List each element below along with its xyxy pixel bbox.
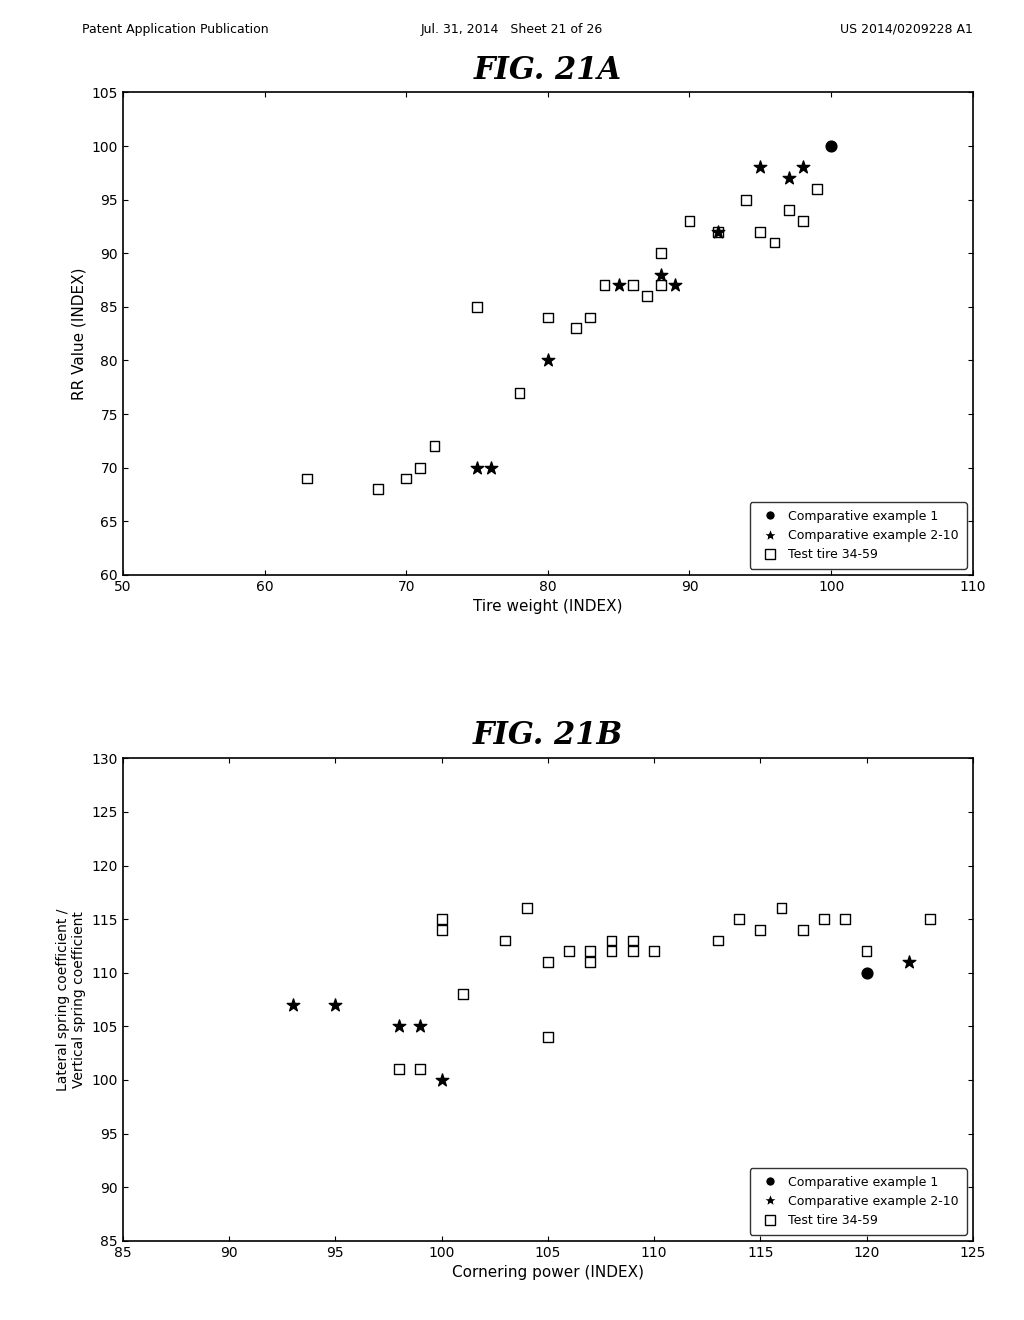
Title: FIG. 21B: FIG. 21B xyxy=(473,721,623,751)
X-axis label: Cornering power (INDEX): Cornering power (INDEX) xyxy=(452,1265,644,1280)
Point xyxy=(653,243,670,264)
Point xyxy=(710,931,726,952)
Point xyxy=(823,136,840,157)
Point xyxy=(667,275,683,296)
Legend: Comparative example 1, Comparative example 2-10, Test tire 34-59: Comparative example 1, Comparative examp… xyxy=(750,502,967,569)
Point xyxy=(816,908,833,929)
Y-axis label: RR Value (INDEX): RR Value (INDEX) xyxy=(71,268,86,400)
Point xyxy=(795,919,811,940)
Point xyxy=(738,189,755,210)
Point xyxy=(752,157,768,178)
Point xyxy=(469,457,485,478)
Point xyxy=(773,898,790,919)
Point xyxy=(596,275,612,296)
Point xyxy=(561,941,578,962)
Point xyxy=(328,994,344,1015)
Point xyxy=(413,1059,429,1080)
Point xyxy=(412,457,428,478)
Point xyxy=(391,1016,408,1038)
Point xyxy=(398,467,415,488)
Point xyxy=(809,178,825,199)
X-axis label: Tire weight (INDEX): Tire weight (INDEX) xyxy=(473,599,623,614)
Point xyxy=(469,296,485,317)
Point xyxy=(625,941,641,962)
Point xyxy=(603,931,620,952)
Point xyxy=(858,962,874,983)
Point xyxy=(370,479,386,500)
Point xyxy=(426,436,442,457)
Point xyxy=(731,908,748,929)
Point xyxy=(299,467,315,488)
Point xyxy=(583,941,599,962)
Point xyxy=(583,952,599,973)
Point xyxy=(413,1016,429,1038)
Point xyxy=(752,222,768,243)
Legend: Comparative example 1, Comparative example 2-10, Test tire 34-59: Comparative example 1, Comparative examp… xyxy=(750,1168,967,1234)
Point xyxy=(923,908,939,929)
Point xyxy=(780,168,797,189)
Text: Patent Application Publication: Patent Application Publication xyxy=(82,22,268,36)
Point xyxy=(710,222,726,243)
Point xyxy=(858,941,874,962)
Point xyxy=(901,952,918,973)
Point xyxy=(540,952,556,973)
Text: Jul. 31, 2014   Sheet 21 of 26: Jul. 31, 2014 Sheet 21 of 26 xyxy=(421,22,603,36)
Point xyxy=(639,285,655,306)
Point xyxy=(603,941,620,962)
Point xyxy=(780,199,797,220)
Point xyxy=(455,983,471,1005)
Point xyxy=(483,457,500,478)
Point xyxy=(625,931,641,952)
Y-axis label: Lateral spring coefficient /
Vertical spring coefficient: Lateral spring coefficient / Vertical sp… xyxy=(55,908,86,1090)
Text: US 2014/0209228 A1: US 2014/0209228 A1 xyxy=(840,22,973,36)
Point xyxy=(795,210,811,231)
Point xyxy=(653,275,670,296)
Title: FIG. 21A: FIG. 21A xyxy=(474,54,622,86)
Point xyxy=(285,994,301,1015)
Point xyxy=(511,381,527,403)
Point xyxy=(625,275,641,296)
Point xyxy=(681,210,697,231)
Point xyxy=(518,898,535,919)
Point xyxy=(795,157,811,178)
Point xyxy=(753,919,769,940)
Point xyxy=(610,275,627,296)
Point xyxy=(646,941,663,962)
Point xyxy=(433,1069,450,1090)
Point xyxy=(653,264,670,285)
Point xyxy=(540,1027,556,1048)
Point xyxy=(498,931,514,952)
Point xyxy=(433,919,450,940)
Point xyxy=(582,308,598,329)
Point xyxy=(433,908,450,929)
Point xyxy=(710,222,726,243)
Point xyxy=(568,318,585,339)
Point xyxy=(540,350,556,371)
Point xyxy=(838,908,854,929)
Point xyxy=(766,232,782,253)
Point xyxy=(540,308,556,329)
Point xyxy=(391,1059,408,1080)
